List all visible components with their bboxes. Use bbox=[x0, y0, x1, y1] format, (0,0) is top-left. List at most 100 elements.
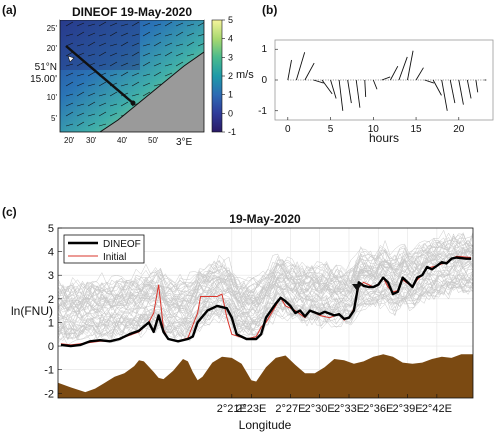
current-arrow bbox=[76, 103, 85, 107]
current-arrow bbox=[76, 73, 85, 77]
current-arrow bbox=[142, 43, 151, 47]
background-profile bbox=[58, 232, 473, 297]
current-arrow bbox=[109, 73, 118, 77]
panel-b-ytick-label: -1 bbox=[258, 106, 267, 117]
current-arrow bbox=[65, 93, 74, 97]
wind-stick bbox=[407, 50, 414, 81]
current-arrow bbox=[65, 21, 74, 27]
background-profile bbox=[58, 239, 473, 296]
background-profile bbox=[58, 229, 473, 293]
current-arrow bbox=[98, 42, 107, 47]
panel-b-label: (b) bbox=[262, 3, 277, 17]
current-arrow bbox=[175, 52, 184, 57]
current-arrow bbox=[87, 122, 96, 127]
current-arrow bbox=[109, 91, 118, 97]
panel-c-label: (c) bbox=[2, 205, 17, 219]
panel-c-ytick-label: 3 bbox=[48, 270, 54, 282]
current-arrow bbox=[131, 63, 140, 67]
wind-stick bbox=[381, 76, 391, 81]
panel-c-xlabel: Longitude bbox=[239, 418, 292, 432]
current-arrow bbox=[87, 113, 96, 117]
current-arrow bbox=[87, 32, 96, 37]
panel-b-frame bbox=[274, 39, 494, 121]
current-arrow bbox=[65, 63, 74, 67]
panel-c-xtick-label: 2°21E bbox=[217, 403, 247, 415]
panel-b-xtick-label: 0 bbox=[285, 124, 291, 135]
current-arrow bbox=[131, 51, 140, 57]
current-arrow bbox=[98, 123, 107, 127]
current-arrow bbox=[142, 61, 151, 67]
current-arrow bbox=[87, 23, 96, 27]
current-arrow bbox=[98, 21, 107, 27]
current-arrow bbox=[131, 21, 140, 27]
panel-c-ylabel: ln(FNU) bbox=[11, 304, 53, 318]
current-arrow bbox=[120, 23, 129, 27]
panel-a-land bbox=[100, 52, 204, 132]
colorbar-tick-label: 1 bbox=[228, 90, 233, 100]
current-arrow bbox=[65, 123, 74, 127]
wind-stick bbox=[390, 65, 399, 81]
current-arrow bbox=[153, 83, 162, 87]
wind-stick bbox=[441, 79, 448, 111]
current-arrow bbox=[142, 91, 151, 97]
lat-label-4: 10' bbox=[47, 93, 58, 102]
background-profile bbox=[58, 249, 473, 311]
panel-a-end-marker bbox=[130, 100, 136, 106]
wind-stick bbox=[287, 59, 292, 81]
panel-c-legend: DINEOF Initial bbox=[63, 234, 145, 264]
wind-stick bbox=[415, 67, 424, 81]
lon-label-2: 30' bbox=[86, 136, 97, 145]
current-arrow bbox=[87, 71, 96, 77]
current-arrow bbox=[98, 33, 107, 37]
current-arrow bbox=[153, 23, 162, 27]
lon-label-4: 50' bbox=[148, 136, 159, 145]
background-profile bbox=[58, 233, 473, 298]
current-arrow bbox=[175, 31, 184, 37]
background-profile bbox=[58, 252, 473, 318]
lon-label-3: 40' bbox=[117, 136, 128, 145]
wind-stick bbox=[432, 79, 442, 96]
current-arrow bbox=[76, 31, 85, 37]
current-arrow bbox=[76, 91, 85, 97]
current-arrow bbox=[142, 52, 151, 57]
wind-stick bbox=[458, 79, 464, 105]
background-profile bbox=[58, 274, 473, 331]
current-arrow bbox=[76, 121, 85, 127]
colorbar bbox=[211, 19, 223, 133]
current-arrow bbox=[186, 53, 195, 57]
current-arrow bbox=[175, 22, 184, 27]
panel-c-ytick-label: 4 bbox=[48, 247, 54, 259]
legend-box bbox=[63, 234, 145, 264]
current-arrow bbox=[65, 111, 74, 117]
current-arrow bbox=[65, 72, 74, 77]
panel-c-frame bbox=[57, 227, 474, 399]
current-arrow bbox=[65, 102, 74, 107]
current-arrow bbox=[109, 112, 118, 117]
current-arrow bbox=[98, 51, 107, 57]
current-arrow bbox=[131, 33, 140, 37]
background-profile bbox=[58, 248, 473, 311]
colorbar-tick-label: 4 bbox=[228, 34, 233, 44]
current-arrow bbox=[76, 112, 85, 117]
panel-c-xtick-label: 2°30E bbox=[305, 403, 335, 415]
wind-stick bbox=[372, 79, 378, 90]
panel-a: (a) DINEOF 19-May-2020 25' 20' 51°N 15.0… bbox=[2, 3, 254, 148]
current-arrow bbox=[109, 31, 118, 37]
colorbar-tick-label: 3 bbox=[228, 52, 233, 62]
colorbar-tick-label: 5 bbox=[228, 15, 233, 25]
current-arrow bbox=[109, 103, 118, 107]
current-arrow bbox=[153, 32, 162, 37]
current-arrow bbox=[142, 31, 151, 37]
current-arrow bbox=[175, 61, 184, 67]
wind-stick bbox=[304, 62, 315, 81]
panel-c-xtick-label: 2°27E bbox=[275, 403, 305, 415]
current-arrow bbox=[153, 62, 162, 67]
background-profile bbox=[58, 243, 473, 302]
panel-a-map bbox=[60, 20, 204, 132]
panel-c-xtick-label: 2°23E bbox=[236, 403, 266, 415]
panel-b-sticks bbox=[287, 50, 487, 111]
